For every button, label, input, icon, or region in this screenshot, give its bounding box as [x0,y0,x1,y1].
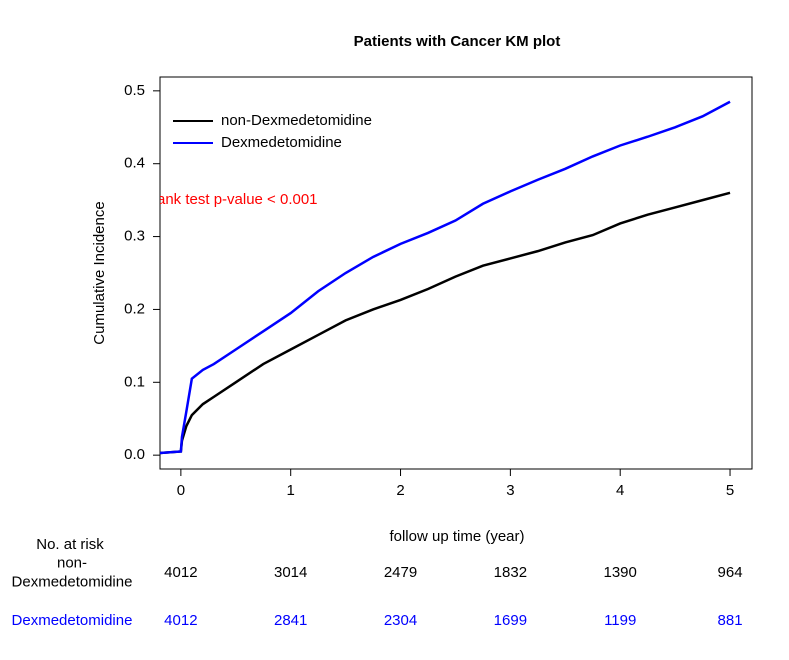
y-tick-label: 0.0 [124,446,145,463]
x-tick-label: 3 [506,482,514,499]
x-tick-label: 1 [287,482,295,499]
risk-count: 2841 [274,612,307,629]
y-tick-label: 0.3 [124,228,145,245]
risk-count: 3014 [274,564,307,581]
risk-count: 1199 [604,612,636,629]
risk-row-label: Dexmedetomidine [12,573,133,590]
risk-count: 964 [718,564,743,581]
legend-label: non-Dexmedetomidine [221,112,372,129]
x-axis-label: follow up time (year) [389,528,524,545]
risk-count: 1832 [494,564,527,581]
risk-row-label: non- [57,554,87,571]
x-tick-label: 0 [177,482,185,499]
legend-label: Dexmedetomidine [221,134,342,151]
risk-count: 4012 [164,612,197,629]
series-line [160,100,731,455]
risk-count: 2304 [384,612,417,629]
y-axis-label: Cumulative Incidence [91,201,108,344]
risk-count: 2479 [384,564,417,581]
x-tick-label: 5 [726,482,734,499]
risk-count: 1390 [604,564,637,581]
chart-title: Patients with Cancer KM plot [354,33,561,50]
x-tick-label: 2 [396,482,404,499]
risk-count: 1699 [494,612,527,629]
y-tick-label: 0.1 [124,373,145,390]
risk-table-title: No. at risk [36,536,104,553]
y-tick-label: 0.5 [124,82,145,99]
plot-frame [159,76,753,470]
y-tick-label: 0.2 [124,300,145,317]
y-tick-label: 0.4 [124,155,145,172]
risk-count: 881 [718,612,743,629]
risk-count: 4012 [164,564,197,581]
risk-row-label: Dexmedetomidine [12,612,133,629]
series-line [160,191,731,455]
x-tick-label: 4 [616,482,624,499]
annotation: rank test p-value < 0.001 [152,191,318,208]
